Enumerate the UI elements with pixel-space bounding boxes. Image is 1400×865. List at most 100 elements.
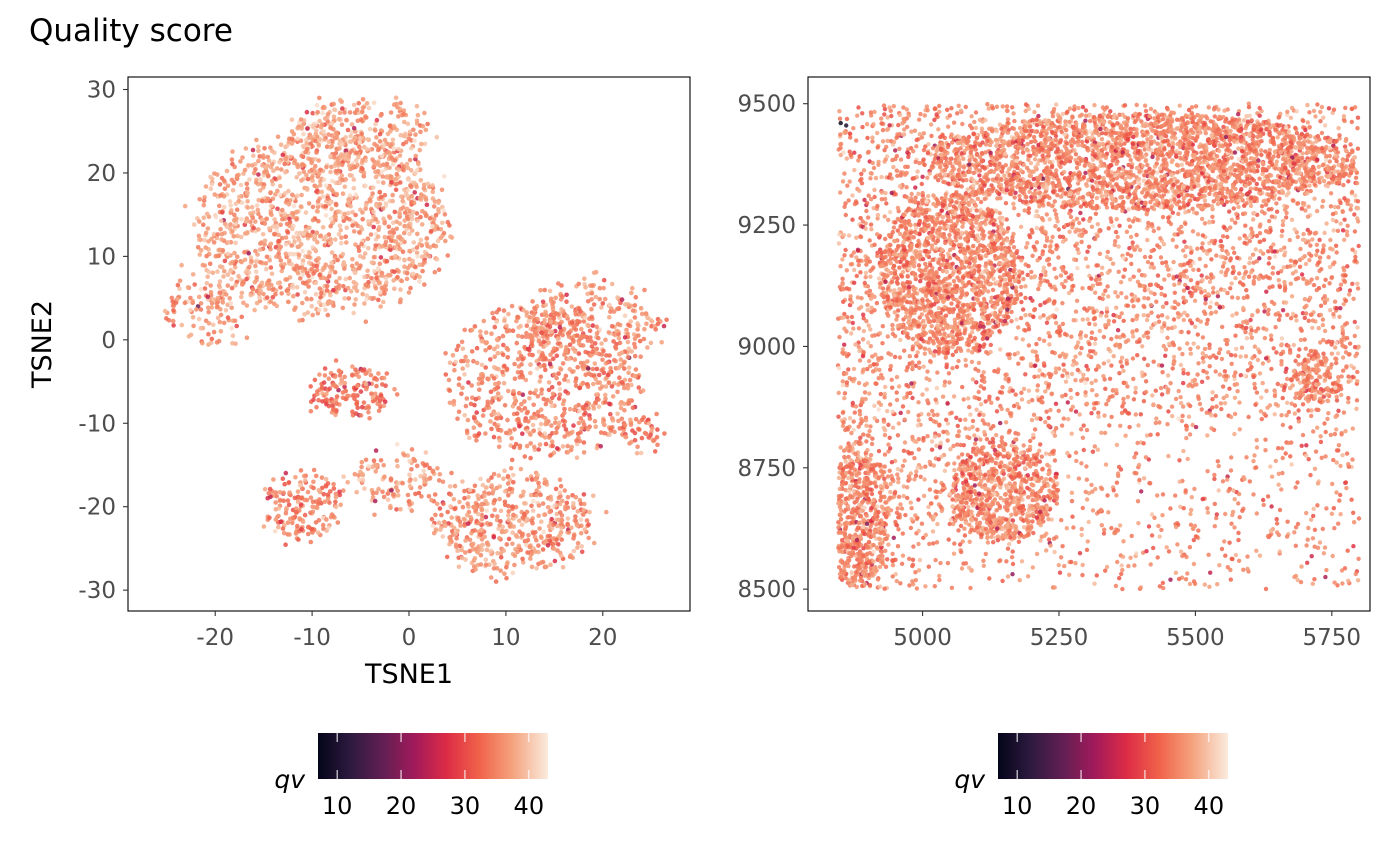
tsne-point [593,294,599,300]
spatial-point [956,358,961,364]
tsne-point [398,287,403,292]
tsne-point [211,329,217,335]
tsne-point [314,128,319,133]
spatial-point [1202,582,1208,587]
tsne-point [318,179,323,184]
tsne-point [394,507,399,512]
spatial-point [1141,550,1146,555]
tsne-point [321,302,327,308]
spatial-point [916,447,922,452]
tsne-point [336,116,342,122]
tsne-point [375,160,381,166]
spatial-point [1315,503,1320,508]
tsne-point [548,497,554,502]
tsne-point [286,480,292,485]
tsne-point [415,231,420,237]
tsne-point [596,397,601,402]
tsne-point [543,416,548,421]
tsne-point [371,254,377,260]
tsne-point [377,138,383,144]
tsne-point [655,321,661,327]
tsne-point [474,360,480,366]
tsne-point [534,366,540,371]
tsne-point [508,524,513,529]
tsne-point [370,191,375,196]
tsne-point [327,386,332,392]
tsne-point [423,450,429,455]
tsne-point [315,199,321,204]
tsne-point [562,377,567,382]
spatial-point [1069,431,1074,436]
tsne-point [289,129,295,134]
tsne-point [279,268,285,274]
tsne-point [170,299,175,304]
spatial-point [882,432,888,438]
tsne-point [483,340,489,346]
spatial-point [1313,449,1319,454]
tsne-point [290,520,295,526]
tsne-point [436,207,441,212]
tsne-point [463,354,468,360]
tsne-point [626,322,631,328]
tsne-point [429,516,435,522]
tsne-point [333,499,338,505]
tsne-point [384,258,390,264]
tsne-point [511,472,516,478]
tsne-point [394,392,400,397]
tsne-point [290,226,295,232]
tsne-point [370,395,376,400]
tsne-point [331,481,336,487]
tsne-point [569,320,575,326]
tsne-point [348,139,353,144]
spatial-point [846,319,851,324]
tsne-point [162,308,168,314]
tsne-point [573,514,578,519]
tsne-point [540,501,546,506]
tsne-point [587,328,593,334]
tsne-point [259,163,265,168]
tsne-point [554,353,560,359]
tsne-point [480,413,486,418]
tsne-point [358,135,363,141]
tsne-point [268,241,274,247]
tsne-point [415,218,420,223]
tsne-point [589,290,595,296]
tsne-point [547,435,552,440]
tsne-point [574,455,580,461]
tsne-point [577,497,583,503]
tsne-point [275,134,281,140]
spatial-point [986,422,991,427]
tsne-point [632,437,638,443]
tsne-point [302,312,307,317]
tsne-point [442,519,447,525]
tsne-point [494,416,500,421]
tsne-point [545,335,550,341]
tsne-point [482,534,488,540]
spatial-point [1196,361,1201,366]
tsne-point [328,169,333,175]
tsne-point [276,524,281,530]
spatial-point [969,114,974,119]
tsne-point [370,464,375,470]
spatial-point [1054,102,1059,107]
tsne-point [362,251,368,256]
tsne-point [329,133,335,138]
tsne-point [551,522,556,528]
tsne-point [233,240,238,246]
tsne-point [313,138,318,144]
tsne-point [398,507,403,512]
tsne-point [629,290,634,296]
tsne-point [582,315,588,321]
tsne-point [457,543,463,549]
tsne-point [330,399,335,405]
tsne-point [296,238,302,243]
tsne-point [376,486,381,492]
tsne-point [378,458,384,463]
tsne-point [354,261,360,266]
spatial-point [847,416,853,421]
tsne-point [457,519,463,524]
spatial-point [1219,269,1224,275]
tsne-point [514,534,520,539]
spatial-point [1101,361,1107,366]
tsne-point [339,162,345,168]
